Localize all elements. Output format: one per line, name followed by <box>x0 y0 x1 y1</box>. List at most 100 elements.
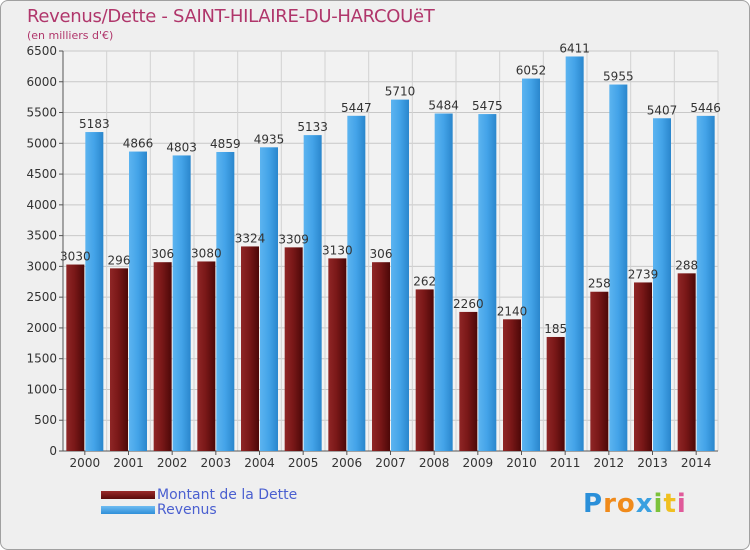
bar-revenue <box>85 132 104 452</box>
bar-revenue <box>565 56 584 451</box>
y-tick-label: 6500 <box>26 44 57 58</box>
y-tick-label: 0 <box>49 444 57 458</box>
logo-letter: i <box>653 489 664 519</box>
x-tick-label: 2002 <box>157 456 188 470</box>
bar-revenue <box>391 99 409 451</box>
x-tick-label: 2013 <box>637 456 668 470</box>
x-tick-label: 2005 <box>288 456 319 470</box>
bar-revenue <box>129 151 147 452</box>
data-label-revenue: 5407 <box>647 103 678 117</box>
data-label-debt: 306 <box>370 247 393 261</box>
data-label-revenue: 5475 <box>472 99 503 113</box>
data-label-debt: 185 <box>544 322 567 336</box>
bar-debt <box>590 291 609 451</box>
logo-letter: i <box>676 489 687 519</box>
y-tick-label: 2000 <box>26 321 57 335</box>
data-label-debt: 2260 <box>453 297 484 311</box>
y-tick-label: 4000 <box>26 198 57 212</box>
axes: 0 500 1000 1500 2000 2500 3000 3500 4000 4500 5000… <box>26 44 718 470</box>
x-tick-label: 2009 <box>463 456 494 470</box>
x-tick-label: 2006 <box>332 456 363 470</box>
y-tick-label: 2500 <box>26 290 57 304</box>
x-tick-label: 2010 <box>506 456 537 470</box>
x-tick-label: 2014 <box>681 456 712 470</box>
x-tick-label: 2007 <box>375 456 406 470</box>
data-label-revenue: 4803 <box>166 140 197 154</box>
x-tick-label: 2004 <box>244 456 275 470</box>
chart-subtitle: (en milliers d'€) <box>27 29 114 42</box>
legend-label-revenue: Revenus <box>157 502 217 518</box>
logo-letter: t <box>663 489 677 519</box>
logo-letter: r <box>603 489 617 519</box>
bar-debt <box>415 289 434 451</box>
data-labels: 3030 5183 296 4866 306 4803 3080 4859 3324 4935 33… <box>60 41 721 335</box>
plot-area <box>63 51 718 451</box>
bar-debt <box>241 246 259 451</box>
data-label-revenue: 5133 <box>297 120 328 134</box>
data-label-revenue: 6052 <box>516 64 547 78</box>
y-tick-label: 3500 <box>26 229 57 243</box>
bar-debt <box>66 264 85 451</box>
x-tick-label: 2001 <box>113 456 144 470</box>
data-label-debt: 262 <box>413 274 436 288</box>
data-label-revenue: 5484 <box>428 99 459 113</box>
bar-debt <box>284 247 303 451</box>
bar-revenue <box>303 135 322 451</box>
data-label-debt: 2739 <box>628 267 659 281</box>
legend-swatch-revenue <box>101 506 155 514</box>
y-tick-label: 4500 <box>26 167 57 181</box>
data-label-revenue: 5710 <box>385 85 416 99</box>
data-label-revenue: 6411 <box>559 41 590 55</box>
x-tick-label: 2011 <box>550 456 581 470</box>
bar-revenue <box>434 113 453 452</box>
data-label-debt: 3309 <box>278 232 309 246</box>
data-label-revenue: 4935 <box>254 132 285 146</box>
bar-debt <box>459 311 478 451</box>
data-label-debt: 258 <box>588 277 611 291</box>
bar-debt <box>634 282 652 451</box>
y-tick-label: 1500 <box>26 352 57 366</box>
legend-label-debt: Montant de la Dette <box>157 487 298 503</box>
x-tick-label: 2003 <box>201 456 232 470</box>
y-tick-label: 5500 <box>26 106 57 120</box>
data-label-debt: 3030 <box>60 250 91 264</box>
x-tick-label: 2000 <box>70 456 101 470</box>
chart-title: Revenus/Dette - SAINT-HILAIRE-DU-HARCOUë… <box>27 6 435 27</box>
data-label-debt: 2140 <box>497 304 528 318</box>
bar-revenue <box>260 147 278 452</box>
bar-revenue <box>696 115 715 451</box>
x-tick-label: 2008 <box>419 456 450 470</box>
proxiti-logo: Proxiti <box>583 489 687 519</box>
bar-revenue <box>522 78 540 452</box>
bar-debt <box>110 268 128 451</box>
bar-debt <box>197 261 216 451</box>
bar-debt <box>546 336 565 451</box>
data-label-revenue: 4859 <box>210 137 241 151</box>
logo-letter: x <box>635 489 654 519</box>
data-label-debt: 288 <box>675 258 698 272</box>
data-label-debt: 3130 <box>322 243 353 257</box>
data-label-debt: 3324 <box>235 231 266 245</box>
data-label-revenue: 5183 <box>79 117 110 131</box>
y-tick-label: 5000 <box>26 136 57 150</box>
bar-revenue <box>172 155 191 451</box>
data-label-revenue: 5447 <box>341 101 372 115</box>
legend-swatch-debt <box>101 491 155 499</box>
bar-revenue <box>347 115 366 452</box>
bar-revenue <box>478 114 497 452</box>
y-tick-label: 1000 <box>26 382 57 396</box>
data-label-debt: 296 <box>108 253 131 267</box>
bar-debt <box>503 319 521 451</box>
bars <box>66 56 715 452</box>
y-tick-label: 3000 <box>26 259 57 273</box>
x-tick-label: 2012 <box>594 456 625 470</box>
data-label-debt: 3080 <box>191 246 222 260</box>
bar-revenue <box>653 118 671 451</box>
logo-letter: P <box>583 489 604 519</box>
data-label-revenue: 5446 <box>690 101 721 115</box>
bar-debt <box>328 258 347 451</box>
bar-debt <box>153 262 172 451</box>
data-label-revenue: 4866 <box>123 137 154 151</box>
